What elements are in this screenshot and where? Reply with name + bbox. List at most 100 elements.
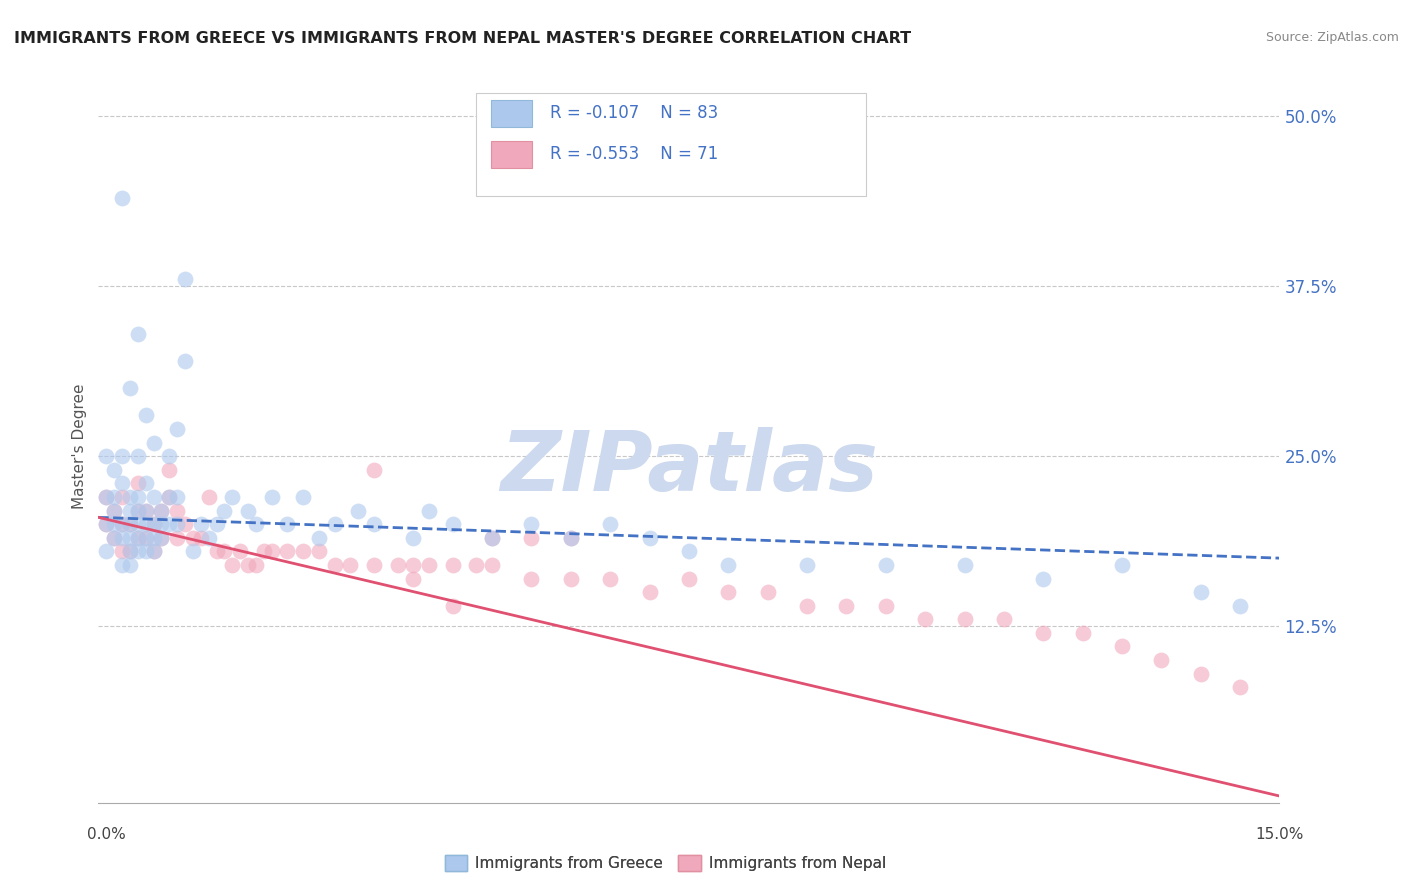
Point bbox=[181, 544, 204, 558]
Point bbox=[111, 558, 134, 572]
Point bbox=[292, 544, 315, 558]
Text: Source: ZipAtlas.com: Source: ZipAtlas.com bbox=[1265, 31, 1399, 45]
Point bbox=[875, 558, 897, 572]
Point bbox=[127, 490, 149, 504]
Point bbox=[174, 354, 197, 368]
Point bbox=[174, 272, 197, 286]
Point bbox=[308, 531, 330, 545]
Point bbox=[875, 599, 897, 613]
Point bbox=[181, 531, 204, 545]
Point bbox=[111, 517, 134, 532]
Point bbox=[174, 517, 197, 532]
Point bbox=[150, 503, 173, 517]
Point bbox=[638, 585, 661, 599]
Point bbox=[142, 544, 165, 558]
Point bbox=[96, 449, 118, 463]
Point bbox=[190, 517, 212, 532]
Text: R = -0.553    N = 71: R = -0.553 N = 71 bbox=[550, 145, 718, 163]
Point bbox=[1189, 585, 1212, 599]
Point bbox=[214, 544, 236, 558]
Point bbox=[1229, 680, 1251, 694]
Point bbox=[197, 490, 219, 504]
Point bbox=[135, 531, 157, 545]
Point bbox=[953, 612, 976, 626]
Point bbox=[111, 531, 134, 545]
Point bbox=[363, 463, 385, 477]
Point bbox=[245, 558, 267, 572]
Point bbox=[1032, 572, 1054, 586]
Point bbox=[197, 531, 219, 545]
FancyBboxPatch shape bbox=[477, 93, 866, 196]
Point bbox=[717, 585, 740, 599]
Point bbox=[1071, 626, 1094, 640]
Point bbox=[308, 544, 330, 558]
Point bbox=[520, 531, 543, 545]
Point bbox=[135, 409, 157, 423]
Point bbox=[142, 435, 165, 450]
Point bbox=[166, 503, 188, 517]
Point bbox=[166, 422, 188, 436]
Point bbox=[418, 503, 440, 517]
Point bbox=[103, 531, 125, 545]
FancyBboxPatch shape bbox=[491, 100, 531, 127]
Point bbox=[205, 517, 228, 532]
Point bbox=[135, 544, 157, 558]
Point bbox=[245, 517, 267, 532]
Point bbox=[236, 503, 259, 517]
Text: 0.0%: 0.0% bbox=[87, 827, 127, 841]
Text: 15.0%: 15.0% bbox=[1256, 827, 1303, 841]
Point bbox=[260, 544, 283, 558]
Point bbox=[118, 517, 141, 532]
Point bbox=[481, 558, 503, 572]
Point bbox=[678, 544, 700, 558]
Point bbox=[135, 503, 157, 517]
Point bbox=[323, 517, 346, 532]
Point bbox=[441, 558, 464, 572]
Point bbox=[142, 517, 165, 532]
Point bbox=[1111, 640, 1133, 654]
Point bbox=[103, 503, 125, 517]
Point bbox=[717, 558, 740, 572]
Point bbox=[157, 463, 180, 477]
Point bbox=[993, 612, 1015, 626]
Point bbox=[520, 572, 543, 586]
Point bbox=[118, 558, 141, 572]
Point bbox=[835, 599, 858, 613]
Point bbox=[157, 490, 180, 504]
Point bbox=[441, 517, 464, 532]
Point bbox=[914, 612, 936, 626]
Point bbox=[402, 558, 425, 572]
Point bbox=[135, 476, 157, 491]
Point bbox=[150, 531, 173, 545]
Point bbox=[387, 558, 409, 572]
Point bbox=[111, 449, 134, 463]
Point bbox=[111, 191, 134, 205]
Point bbox=[1150, 653, 1173, 667]
Point bbox=[118, 503, 141, 517]
Point bbox=[150, 517, 173, 532]
Point bbox=[103, 490, 125, 504]
Point bbox=[221, 558, 243, 572]
Point bbox=[418, 558, 440, 572]
Point bbox=[135, 517, 157, 532]
Point bbox=[339, 558, 361, 572]
Point bbox=[205, 544, 228, 558]
Point bbox=[166, 490, 188, 504]
Point bbox=[441, 599, 464, 613]
Point bbox=[276, 517, 298, 532]
Point bbox=[560, 531, 582, 545]
Point bbox=[135, 503, 157, 517]
Point bbox=[127, 531, 149, 545]
Point bbox=[96, 544, 118, 558]
Point bbox=[118, 531, 141, 545]
Point bbox=[118, 544, 141, 558]
Text: IMMIGRANTS FROM GREECE VS IMMIGRANTS FROM NEPAL MASTER'S DEGREE CORRELATION CHAR: IMMIGRANTS FROM GREECE VS IMMIGRANTS FRO… bbox=[14, 31, 911, 46]
Point bbox=[103, 463, 125, 477]
Point bbox=[190, 531, 212, 545]
Legend: Immigrants from Greece, Immigrants from Nepal: Immigrants from Greece, Immigrants from … bbox=[439, 849, 893, 877]
Point bbox=[118, 517, 141, 532]
Point bbox=[465, 558, 488, 572]
Point bbox=[127, 503, 149, 517]
Text: ZIPatlas: ZIPatlas bbox=[501, 427, 877, 508]
Point bbox=[103, 517, 125, 532]
